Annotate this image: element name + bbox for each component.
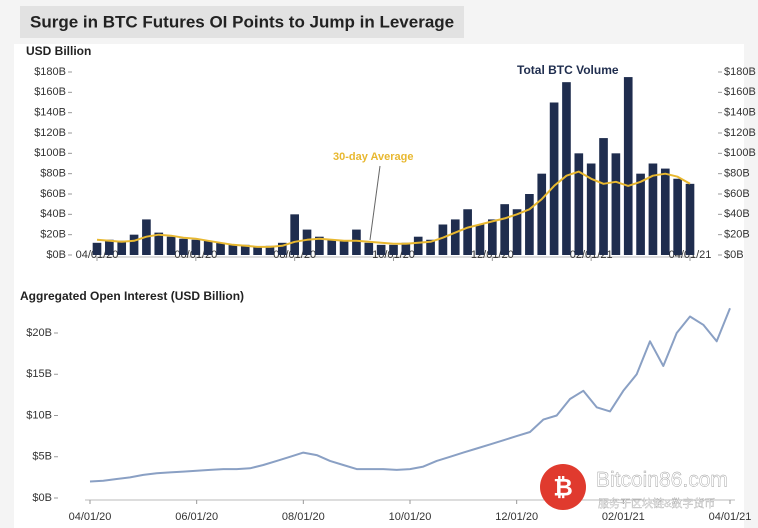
bar bbox=[636, 173, 645, 255]
y-tick-label: $0B bbox=[32, 492, 52, 504]
bar bbox=[586, 163, 596, 255]
bar bbox=[339, 240, 349, 255]
bar bbox=[166, 236, 176, 255]
y2-tick-label: $0B bbox=[724, 249, 744, 261]
x-tick-label: 02/01/21 bbox=[602, 511, 645, 523]
y2-tick-label: $100B bbox=[724, 147, 756, 159]
title: Surge in BTC Futures OI Points to Jump i… bbox=[30, 12, 454, 31]
bar bbox=[574, 153, 584, 255]
watermark-icon bbox=[540, 464, 586, 510]
bar bbox=[315, 236, 324, 255]
y-tick-label: $20B bbox=[40, 229, 66, 241]
y2-tick-label: $120B bbox=[724, 127, 756, 139]
bar bbox=[401, 242, 411, 255]
y2-tick-label: $180B bbox=[724, 66, 756, 78]
bar bbox=[537, 173, 547, 255]
y-tick-label: $20B bbox=[26, 327, 52, 339]
bar bbox=[475, 224, 485, 255]
bar bbox=[673, 178, 682, 255]
bar bbox=[512, 209, 522, 255]
x-tick-label: 06/01/20 bbox=[175, 511, 218, 523]
y-tick-label: $160B bbox=[34, 86, 66, 98]
bar bbox=[438, 224, 448, 255]
x-tick-label: 04/01/21 bbox=[709, 511, 752, 523]
watermark-glyph: ₿ bbox=[553, 474, 573, 501]
bar bbox=[648, 163, 658, 255]
y-tick-label: $120B bbox=[34, 127, 66, 139]
y-tick-label: $140B bbox=[34, 107, 66, 119]
panel bbox=[14, 44, 744, 528]
y2-tick-label: $20B bbox=[724, 229, 750, 241]
bar bbox=[302, 229, 312, 255]
bar bbox=[179, 238, 188, 255]
y2-tick-label: $60B bbox=[724, 188, 750, 200]
watermark-text: Bitcoin86.com bbox=[596, 469, 728, 492]
bar bbox=[623, 77, 633, 255]
x-tick-label: 10/01/20 bbox=[389, 511, 432, 523]
bar bbox=[105, 239, 114, 255]
bar bbox=[265, 245, 275, 255]
bar bbox=[364, 242, 374, 255]
bar bbox=[154, 232, 164, 255]
line bbox=[96, 170, 691, 248]
bar bbox=[129, 234, 139, 255]
y2-tick-label: $160B bbox=[724, 86, 756, 98]
y-tick-label: $15B bbox=[26, 368, 52, 380]
bar bbox=[376, 244, 386, 255]
bar bbox=[463, 209, 472, 255]
annotation-arrow bbox=[369, 165, 381, 241]
y-tick-label: $40B bbox=[40, 208, 66, 220]
bar bbox=[327, 239, 337, 255]
y-tick-label: $5B bbox=[32, 451, 52, 463]
bar bbox=[562, 82, 571, 256]
y-tick-label: $0B bbox=[46, 249, 66, 261]
x-tick-label: 04/01/20 bbox=[69, 511, 112, 523]
bar bbox=[685, 183, 695, 255]
y2-tick-label: $140B bbox=[724, 107, 756, 119]
bar bbox=[611, 153, 621, 255]
y-tick-label: $10B bbox=[26, 409, 52, 421]
y-tick-label: $80B bbox=[40, 168, 66, 180]
bar bbox=[92, 242, 102, 255]
bar bbox=[413, 236, 423, 255]
watermark: ₿ Bitcoin86.com 服务于区块链&数字货币 bbox=[540, 464, 728, 510]
bar bbox=[240, 244, 250, 255]
bar bbox=[450, 219, 460, 255]
y-tick-label: $180B bbox=[34, 66, 66, 78]
y-tick-label: $100B bbox=[34, 147, 66, 159]
line bbox=[89, 307, 731, 483]
bar bbox=[253, 246, 262, 255]
bar bbox=[228, 244, 238, 255]
bar bbox=[525, 194, 534, 255]
bar bbox=[500, 204, 510, 255]
y2-tick-label: $40B bbox=[724, 208, 750, 220]
bar bbox=[599, 138, 608, 255]
annotation: 30-day Average bbox=[333, 151, 414, 163]
y-tick-label: $60B bbox=[40, 188, 66, 200]
bar bbox=[290, 214, 299, 255]
bar bbox=[117, 240, 127, 255]
title-box bbox=[20, 6, 464, 38]
watermark-subtext: 服务于区块链&数字货币 bbox=[598, 496, 715, 510]
x-tick-label: 08/01/20 bbox=[282, 511, 325, 523]
bar bbox=[216, 242, 225, 255]
bar bbox=[389, 244, 398, 255]
bar bbox=[660, 168, 670, 255]
annotation: Total BTC Volume bbox=[517, 63, 619, 77]
y2-tick-label: $80B bbox=[724, 168, 750, 180]
bar bbox=[426, 239, 435, 255]
bar bbox=[488, 219, 497, 255]
bar bbox=[277, 242, 287, 255]
bar bbox=[352, 229, 361, 255]
subplot-title: Aggregated Open Interest (USD Billion) bbox=[20, 289, 244, 303]
y-axis-label: USD Billion bbox=[26, 44, 91, 58]
bar bbox=[549, 102, 559, 255]
bar bbox=[191, 239, 201, 255]
x-tick-label: 12/01/20 bbox=[495, 511, 538, 523]
bar bbox=[203, 240, 213, 255]
